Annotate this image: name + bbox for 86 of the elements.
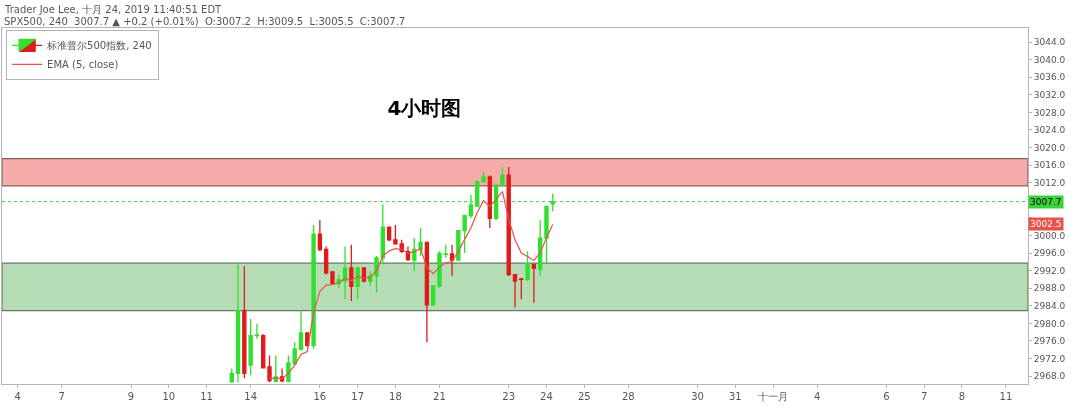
candlestick [412,237,417,272]
candlestick [380,203,386,266]
y-tick-label: 2972.0 [1033,353,1066,364]
y-tick-label: 2988.0 [1033,283,1066,294]
candlestick [355,266,360,300]
x-tick-label: 6 [883,391,890,402]
candlestick [254,323,260,340]
x-tick-label: 24 [540,391,553,402]
y-tick-label: 3040.0 [1033,54,1066,65]
candlestick [235,263,241,383]
candlestick [475,179,480,208]
x-tick-label: 31 [728,391,742,402]
candlestick [311,224,316,350]
candlestick [267,354,272,383]
candlestick [449,244,455,277]
x-tick-label: 14 [244,391,257,402]
candlestick [330,270,335,285]
x-tick-label: 9 [127,391,135,402]
candlestick [519,276,524,300]
candlestick [374,255,379,294]
text: 3002.5 [1030,219,1062,229]
text: SPX500, 240 3007.7 ▲ +0.2 (+0.01%) O:3007.2 H:3009.5 L:3005.5 C:3007.7 [4,16,406,27]
candlestick [342,245,348,300]
candlestick [525,250,530,282]
candlestick [349,244,354,302]
y-tick-label: 3000.0 [1033,230,1066,241]
x-tick-label: 11 [200,391,213,402]
x-tick-label: 7 [920,391,928,402]
candlestick [418,227,423,257]
y-tick-label: 3012.0 [1033,177,1066,188]
ref-line-label: 3007.7 [1030,197,1062,207]
x-tick-label: 7 [58,391,65,402]
y-tick-label: 3020.0 [1033,142,1066,153]
x-tick-label: 28 [621,391,635,402]
candlestick [424,240,430,343]
y-tick-label: 3016.0 [1033,160,1066,171]
candlestick [386,226,392,242]
x-tick-label: 17 [351,391,365,402]
candlestick [443,244,448,259]
candlestick [487,174,493,229]
x-tick-label: 23 [502,391,516,402]
candlestick [437,250,442,289]
candlestick [512,273,518,309]
y-tick-label: 2984.0 [1033,300,1066,311]
candlestick [323,245,329,276]
text: 4小时图 [387,96,462,120]
y-tick-label: 2968.0 [1033,371,1066,382]
candlestick [261,333,266,370]
candlestick [286,354,291,383]
x-tick-label: 16 [313,391,327,402]
y-tick-label: 3036.0 [1033,72,1066,83]
y-tick-label: 2976.0 [1033,336,1066,347]
y-tick-label: 2996.0 [1033,248,1066,259]
candlestick [430,284,436,307]
x-tick-label: 25 [577,391,591,402]
y-tick-label: 3024.0 [1033,125,1066,136]
x-tick-label: 10 [162,391,176,402]
candlestick [544,205,549,264]
candlestick [481,171,486,183]
x-tick-label: 十一月 [758,391,789,402]
legend-label: EMA (5, close) [47,59,119,71]
y-tick-label: 3028.0 [1033,107,1066,118]
x-tick-label: 11 [999,391,1013,402]
candlestick [537,219,543,277]
x-tick-label: 4 [14,391,21,402]
x-tick-label: 21 [433,391,446,402]
candlestick [248,318,253,376]
x-tick-label: 30 [691,391,704,402]
text: Trader Joe Lee, 十月 24, 2019 11:40:51 EDT [4,4,223,15]
x-tick-label: 18 [389,391,402,402]
candlestick [298,309,304,352]
candlestick [500,166,505,188]
y-tick-label: 3044.0 [1033,37,1066,48]
y-tick-label: 3032.0 [1033,89,1066,100]
candlestick [242,265,247,379]
line-series [268,190,554,380]
candlestick [468,194,474,219]
x-tick-label: 8 [958,391,966,402]
candlestick [393,224,398,246]
y-tick-label: 2992.0 [1033,265,1066,276]
candlestick [550,193,555,212]
candlestick [317,219,323,252]
legend-label: 标准普尔500指数, 240 [46,40,152,52]
candlestick [531,263,537,304]
x-tick-label: 4 [813,391,821,402]
y-tick-label: 2980.0 [1033,318,1066,329]
